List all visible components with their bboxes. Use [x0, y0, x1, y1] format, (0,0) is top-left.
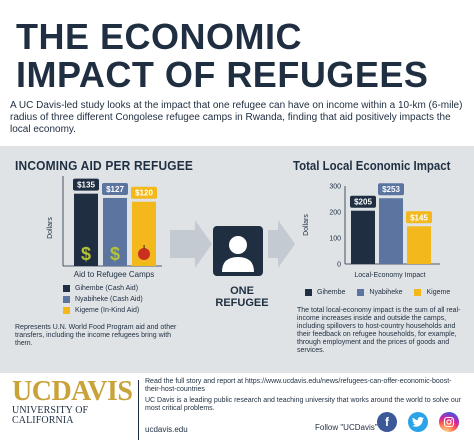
intro-text: A UC Davis-led study looks at the impact… — [10, 100, 463, 135]
apple-icon — [138, 248, 150, 260]
charts-svg: Dollars Aid to Refugee Camps $135 $ $127 $ $… — [47, 176, 440, 279]
dollar-icon: $ — [110, 244, 120, 264]
footer-divider — [138, 380, 139, 440]
left-chart-title: INCOMING AID PER REFUGEE — [15, 158, 194, 173]
left-y-label: Dollars — [47, 217, 54, 239]
instagram-icon[interactable] — [439, 412, 459, 432]
follow-text: Follow "UCDavis" — [315, 423, 378, 432]
twitter-icon[interactable] — [408, 412, 428, 432]
right-bar-label-box — [406, 211, 432, 224]
left-bar-label-box — [102, 182, 128, 195]
right-bar-label: $205 — [354, 198, 372, 207]
right-bar-label: $145 — [410, 213, 428, 222]
legend-item: Kigeme — [414, 287, 450, 298]
right-chart-title: Total Local Economic Impact — [293, 158, 451, 173]
ucdavis-logo[interactable]: UCDAVIS UNIVERSITY OF CALIFORNIA — [12, 376, 133, 426]
apple-stem — [143, 245, 145, 249]
footer-text: Read the full story and report at https:… — [145, 378, 465, 416]
left-x-label: Aid to Refugee Camps — [74, 270, 155, 279]
facebook-icon[interactable]: f — [377, 412, 397, 432]
dollar-icon: $ — [81, 244, 91, 264]
legend-item: Gihembe — [305, 287, 345, 298]
one-refugee-label: ONE REFUGEE — [215, 285, 269, 309]
right-bar — [379, 198, 403, 264]
legend-swatch — [63, 296, 70, 303]
legend-swatch — [63, 307, 70, 314]
legend-item: Kigeme (In-Kind Aid) — [63, 305, 143, 316]
logo-wordmark: UCDAVIS — [12, 376, 133, 407]
right-legend: Gihembe Nyabiheke Kigeme — [305, 287, 462, 298]
logo-subtitle: UNIVERSITY OF CALIFORNIA — [12, 405, 89, 426]
legend-item: Nyabiheke — [357, 287, 402, 298]
left-bar-label: $120 — [135, 189, 153, 198]
y-tick-label: 100 — [329, 236, 341, 243]
arrow-shape-right — [268, 220, 295, 268]
legend-item: Nyabiheke (Cash Aid) — [63, 294, 143, 305]
y-tick-label: 300 — [329, 184, 341, 191]
right-bar-label-box — [378, 183, 404, 196]
right-bar-label: $253 — [382, 185, 400, 194]
legend-label: Nyabiheke — [369, 289, 403, 296]
arrow-shape — [170, 220, 212, 268]
y-tick-label: 0 — [337, 262, 341, 269]
read-more-text[interactable]: Read the full story and report at https:… — [145, 378, 452, 393]
left-bar — [74, 193, 98, 266]
legend-swatch — [305, 289, 312, 296]
right-bar — [407, 226, 431, 264]
right-x-label: Local-Economy Impact — [354, 272, 425, 279]
legend-label: Kigeme (In-Kind Aid) — [75, 307, 140, 314]
legend-label: Gihembe — [317, 289, 346, 296]
about-text: UC Davis is a leading public research an… — [145, 397, 461, 412]
site-link[interactable]: ucdavis.edu — [145, 425, 188, 434]
person-icon — [213, 226, 263, 276]
right-y-label: Dollars — [303, 214, 310, 236]
legend-swatch — [357, 289, 365, 296]
right-bar — [351, 210, 375, 264]
legend-label: Nyabiheke (Cash Aid) — [75, 296, 143, 303]
legend-label: Kigeme — [426, 289, 451, 296]
right-chart-note: The total local-economy impact is the su… — [297, 307, 461, 354]
right-bar-label-box — [350, 195, 376, 208]
y-tick-label: 200 — [329, 210, 341, 217]
left-chart-note: Represents U.N. World Food Program aid a… — [15, 324, 177, 347]
left-bar-label-box — [131, 186, 157, 199]
legend-item: Gihembe (Cash Aid) — [63, 283, 143, 294]
left-legend: Gihembe (Cash Aid) Nyabiheke (Cash Aid) … — [63, 283, 143, 316]
left-bar-label-box — [73, 178, 99, 191]
page-title: THE ECONOMIC IMPACT OF REFUGEES — [16, 18, 456, 94]
legend-swatch — [414, 289, 422, 296]
left-bar-label: $127 — [106, 185, 124, 194]
title-line-2: IMPACT OF REFUGEES — [16, 54, 429, 95]
left-bar — [103, 197, 127, 266]
title-line-1: THE ECONOMIC — [16, 16, 303, 57]
left-bar-label: $135 — [77, 181, 95, 190]
legend-label: Gihembe (Cash Aid) — [75, 285, 139, 292]
legend-swatch — [63, 285, 70, 292]
